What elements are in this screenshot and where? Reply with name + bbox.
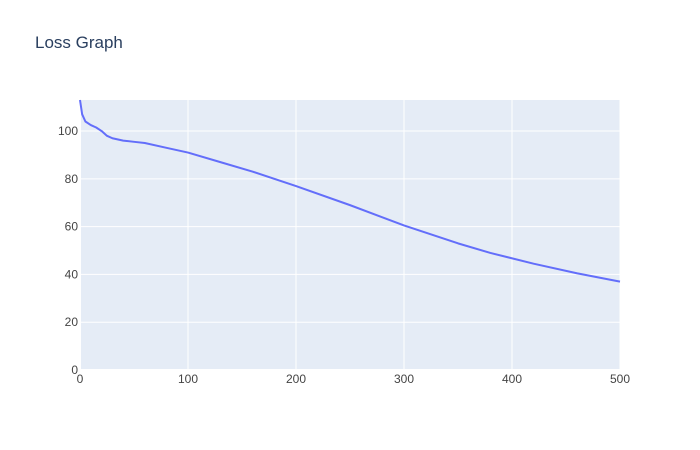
chart-title: Loss Graph <box>35 33 123 52</box>
x-tick-label: 100 <box>178 372 198 386</box>
loss-series-line <box>79 99 621 283</box>
y-tick-label: 100 <box>58 124 78 138</box>
y-tick-label: 20 <box>65 315 79 329</box>
y-tick-label: 80 <box>65 172 79 186</box>
series-layer <box>79 99 621 283</box>
plot-area <box>80 100 620 370</box>
y-tick-label: 40 <box>65 267 79 281</box>
tick-labels: 0 100 200 300 400 500 0 20 40 60 80 100 <box>58 124 630 386</box>
x-tick-label: 0 <box>77 372 84 386</box>
x-tick-label: 200 <box>286 372 306 386</box>
y-tick-label: 60 <box>65 220 79 234</box>
x-tick-label: 500 <box>610 372 630 386</box>
x-tick-label: 300 <box>394 372 414 386</box>
y-tick-label: 0 <box>71 363 78 377</box>
x-tick-label: 400 <box>502 372 522 386</box>
grid-lines <box>79 100 621 371</box>
